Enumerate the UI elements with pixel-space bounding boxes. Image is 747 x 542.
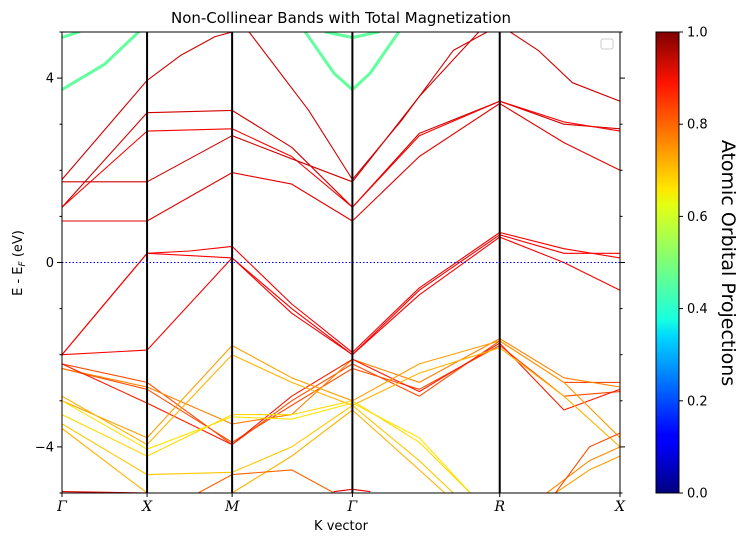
- colorbar-tick-label: 1.0: [687, 26, 708, 41]
- band-line-22: [62, 409, 446, 493]
- band-line-24: [554, 455, 620, 493]
- band-line-11: [62, 231, 620, 356]
- colorbar-tick-label: 0.0: [687, 487, 708, 502]
- band-line-4: [62, 32, 233, 181]
- band-line-25: [554, 432, 620, 493]
- kpoint-label: X: [614, 499, 626, 515]
- legend-box: [600, 38, 614, 50]
- kpoint-label: X: [141, 499, 153, 515]
- colorbar-tick-label: 0.8: [687, 118, 708, 133]
- colorbar-ticks: 0.0 0.2 0.4 0.6 0.8 1.0: [679, 26, 708, 502]
- x-axis-label: K vector: [314, 519, 369, 534]
- colorbar: [655, 31, 680, 494]
- colorbar-label: Atomic Orbital Projections: [717, 140, 739, 386]
- band-line-0: [62, 32, 141, 92]
- plot-area: [62, 32, 620, 493]
- y-tick-label: 0: [46, 256, 54, 271]
- y-tick-label: 4: [46, 72, 54, 87]
- colorbar-tick-label: 0.2: [687, 394, 708, 409]
- kpoint-label: M: [224, 499, 240, 515]
- colorbar-tick-label: 0.6: [687, 210, 708, 225]
- chart-title: Non-Collinear Bands with Total Magnetiza…: [171, 9, 511, 27]
- y-axis-label: E - EF (eV): [11, 230, 28, 296]
- band-line-5: [248, 32, 620, 181]
- kpoint-label: R: [493, 499, 505, 515]
- kpoint-label: Γ: [56, 499, 68, 515]
- y-tick-label: −4: [35, 440, 54, 455]
- band-line-3: [62, 32, 81, 39]
- y-axis-ticks: −4 0 4: [35, 31, 625, 494]
- colorbar-tick-label: 0.4: [687, 302, 708, 317]
- band-line-23: [546, 446, 620, 493]
- kpoint-label: Γ: [347, 499, 359, 515]
- band-line-26: [197, 469, 335, 493]
